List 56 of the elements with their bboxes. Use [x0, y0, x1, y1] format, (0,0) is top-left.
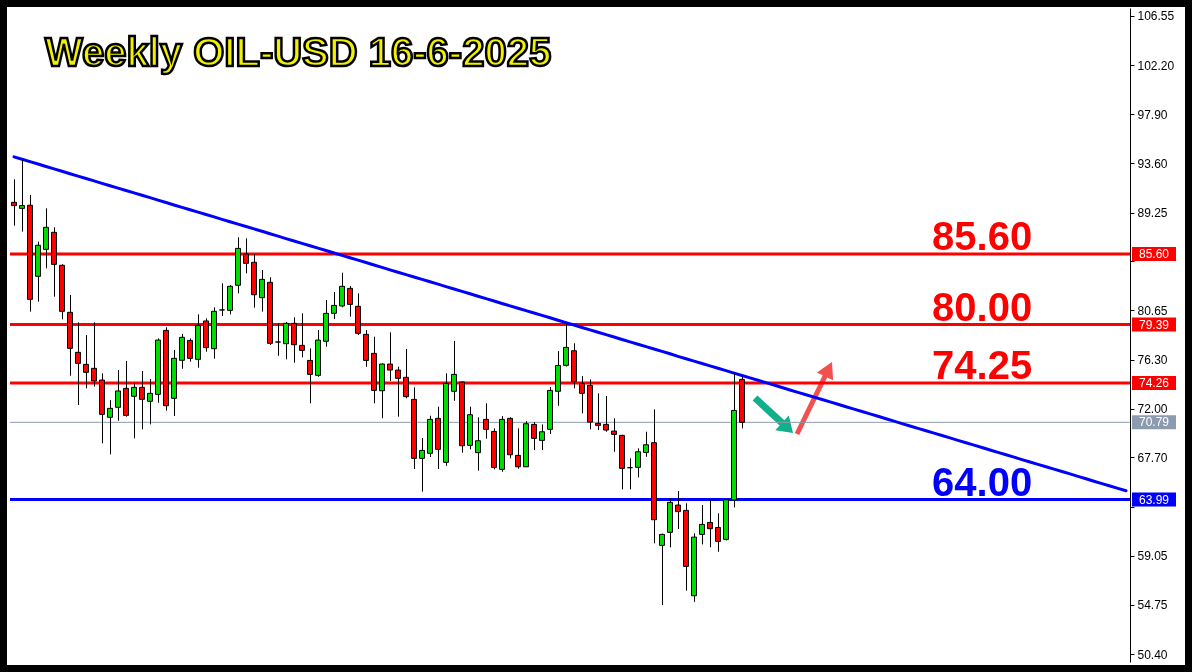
candlestick: [475, 416, 481, 472]
candlestick: [603, 395, 609, 433]
y-tick-label: 89.25: [1137, 206, 1168, 221]
y-tick-label: 72.00: [1137, 402, 1168, 417]
y-tick-label: 76.30: [1137, 353, 1168, 368]
candlestick: [283, 321, 289, 360]
y-tick-label: 97.90: [1137, 107, 1168, 122]
candlestick: [219, 282, 225, 317]
candlestick: [339, 272, 345, 308]
candlestick: [531, 421, 537, 451]
candlestick: [179, 333, 185, 370]
ref-line-label: 63.99: [1138, 492, 1170, 507]
text: Weekly OIL-USD 16-6-2025: [45, 30, 552, 74]
annotation: 85.60: [932, 214, 1033, 259]
annotation: 64.00: [932, 459, 1033, 504]
ref-line-label: 74.26: [1138, 375, 1170, 390]
candlestick: [635, 447, 641, 478]
annotation: 80.00: [932, 284, 1033, 329]
candlestick: [699, 504, 705, 545]
candlestick: [483, 402, 489, 440]
candlestick: [715, 512, 721, 553]
candlestick: [131, 382, 137, 439]
y-tick-label: 93.60: [1137, 156, 1168, 171]
candlestick: [595, 392, 601, 431]
candlestick: [19, 159, 25, 233]
candlestick: [147, 378, 153, 425]
y-tick-label: 50.40: [1137, 647, 1168, 662]
candlestick: [43, 207, 49, 269]
y-tick-label: 67.70: [1137, 450, 1168, 465]
y-tick-label: 54.75: [1137, 598, 1168, 613]
candlestick: [659, 533, 665, 606]
y-tick-label: 59.05: [1137, 549, 1168, 564]
candlestick: [611, 417, 617, 453]
candlestick: [187, 337, 193, 363]
candlestick: [675, 490, 681, 530]
candlestick: [107, 399, 113, 455]
candlestick: [275, 322, 281, 357]
ref-line-label: 70.79: [1138, 415, 1170, 430]
annotation: 74.25: [932, 342, 1033, 387]
candlestick: [451, 340, 457, 402]
candlestick: [643, 431, 649, 458]
candlestick: [347, 285, 353, 318]
y-tick-label: 106.55: [1137, 9, 1175, 24]
candlestick: [259, 269, 265, 313]
candlestick: [331, 291, 337, 320]
candlestick: [707, 499, 713, 548]
candlestick: [419, 437, 425, 493]
candlestick: [539, 423, 545, 451]
y-tick-label: 102.20: [1137, 58, 1175, 73]
candlestick: [115, 369, 121, 422]
candlestick: [563, 322, 569, 368]
candlestick: [11, 178, 17, 227]
ref-line-label: 79.39: [1138, 317, 1170, 332]
ref-line-label: 85.60: [1138, 247, 1170, 262]
y-tick-label: 80.65: [1137, 303, 1168, 318]
candlestick: [515, 427, 521, 470]
